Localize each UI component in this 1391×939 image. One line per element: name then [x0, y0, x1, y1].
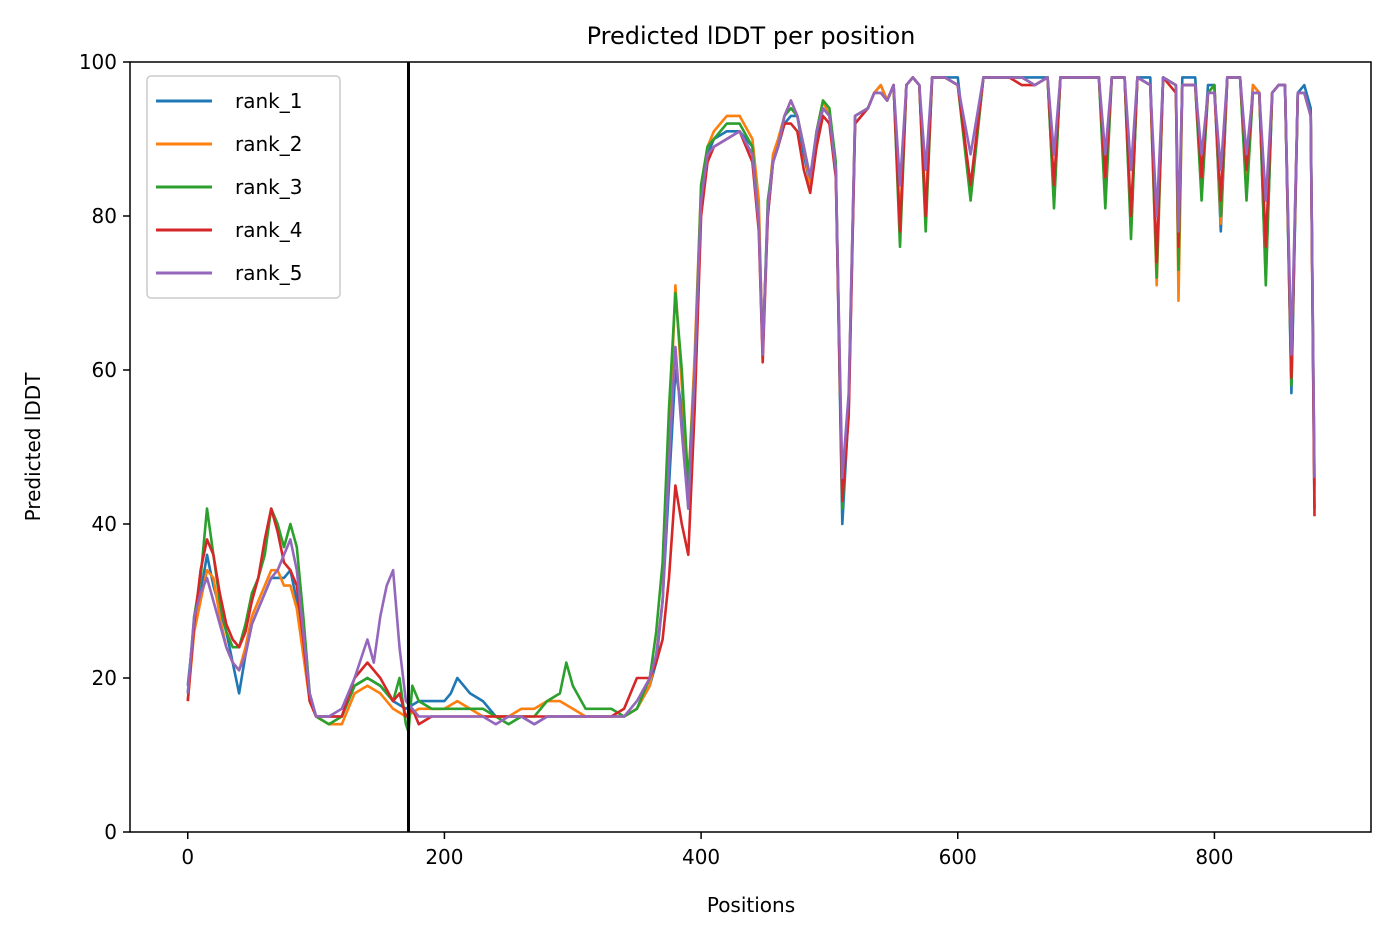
x-axis-ticks: 0 200 400 600 800: [181, 832, 1234, 869]
legend-label: rank_5: [235, 261, 302, 285]
y-axis-label: Predicted lDDT: [21, 372, 45, 522]
legend-box: [146, 75, 341, 299]
y-tick-label: 0: [104, 820, 117, 844]
x-tick-label: 0: [181, 845, 194, 869]
legend-label: rank_2: [235, 132, 302, 156]
x-tick-label: 600: [939, 845, 977, 869]
y-tick-label: 80: [92, 204, 117, 228]
chart-title: Predicted lDDT per position: [587, 22, 916, 50]
series-layer: [186, 76, 1316, 734]
y-tick-label: 40: [92, 512, 117, 536]
legend-label: rank_4: [235, 218, 302, 242]
x-tick-label: 800: [1195, 845, 1233, 869]
legend: rank_1 rank_2 rank_3 rank_4 rank_5: [146, 75, 341, 299]
y-tick-label: 100: [79, 50, 117, 74]
y-axis-ticks: 0 20 40 60 80 100: [79, 50, 130, 844]
plot-area-frame: [129, 61, 1372, 833]
series-line-rank-5: [186, 76, 1316, 726]
x-tick-label: 400: [682, 845, 720, 869]
y-tick-label: 60: [92, 358, 117, 382]
x-axis-label: Positions: [707, 893, 795, 917]
x-tick-label: 200: [425, 845, 463, 869]
legend-label: rank_3: [235, 175, 302, 199]
legend-label: rank_1: [235, 89, 302, 113]
y-tick-label: 20: [92, 666, 117, 690]
